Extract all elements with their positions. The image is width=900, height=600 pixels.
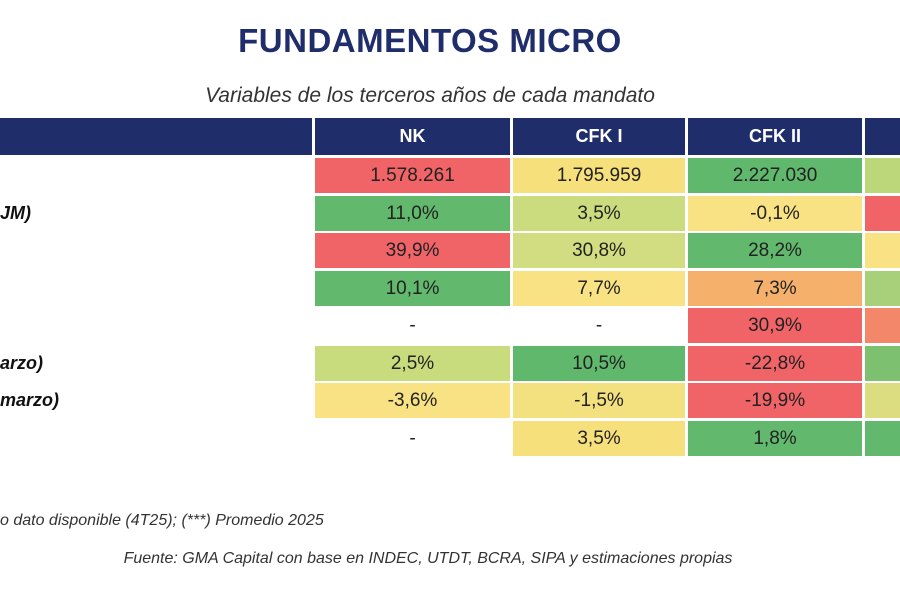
table-cell [865, 233, 900, 268]
table-cell: 1,8% [688, 420, 862, 456]
table-cell [865, 195, 900, 231]
column-header [862, 118, 900, 155]
table-cell: -3,6% [315, 383, 510, 418]
table-cell [865, 383, 900, 418]
table-cell: 28,2% [688, 233, 862, 268]
table-cell: - [513, 308, 685, 343]
column-header: CFK II [685, 118, 862, 155]
source: Fuente: GMA Capital con base en INDEC, U… [123, 550, 733, 567]
table-header: NK CFK I CFK II [0, 118, 900, 155]
table-cell [865, 420, 900, 456]
table-cell: 7,3% [688, 270, 862, 306]
table-cell: 11,0% [315, 195, 510, 231]
table-cell: - [315, 420, 510, 456]
table-cell: - [315, 308, 510, 343]
table-cell: 3,5% [513, 420, 685, 456]
table-cell: 2.227.030 [688, 158, 862, 193]
table-cell [865, 345, 900, 381]
table-cell: 1.795.959 [513, 158, 685, 193]
column-header: CFK I [510, 118, 685, 155]
footnote: o dato disponible (4T25); (***) Promedio… [0, 512, 324, 529]
table-cell: 30,9% [688, 308, 862, 343]
table-cell: 1.578.261 [315, 158, 510, 193]
table-cell: -19,9% [688, 383, 862, 418]
column-header: NK [312, 118, 510, 155]
title: FUNDAMENTOS MICRO [238, 22, 622, 59]
row-label: marzo) [0, 390, 60, 410]
table-cell: 7,7% [513, 270, 685, 306]
table-cell: 3,5% [513, 195, 685, 231]
table-cell: -22,8% [688, 345, 862, 381]
table-cell: -0,1% [688, 195, 862, 231]
table-cell: 39,9% [315, 233, 510, 268]
table-cell [865, 308, 900, 343]
table-cell [865, 270, 900, 306]
table-cell: -1,5% [513, 383, 685, 418]
table-cell: 10,1% [315, 270, 510, 306]
table-cell: 2,5% [315, 345, 510, 381]
table-cell: 10,5% [513, 345, 685, 381]
table-cell: 30,8% [513, 233, 685, 268]
subtitle: Variables de los terceros años de cada m… [205, 84, 655, 107]
row-label: arzo) [0, 352, 44, 373]
table-cell [865, 158, 900, 193]
row-label: JM) [0, 202, 31, 223]
